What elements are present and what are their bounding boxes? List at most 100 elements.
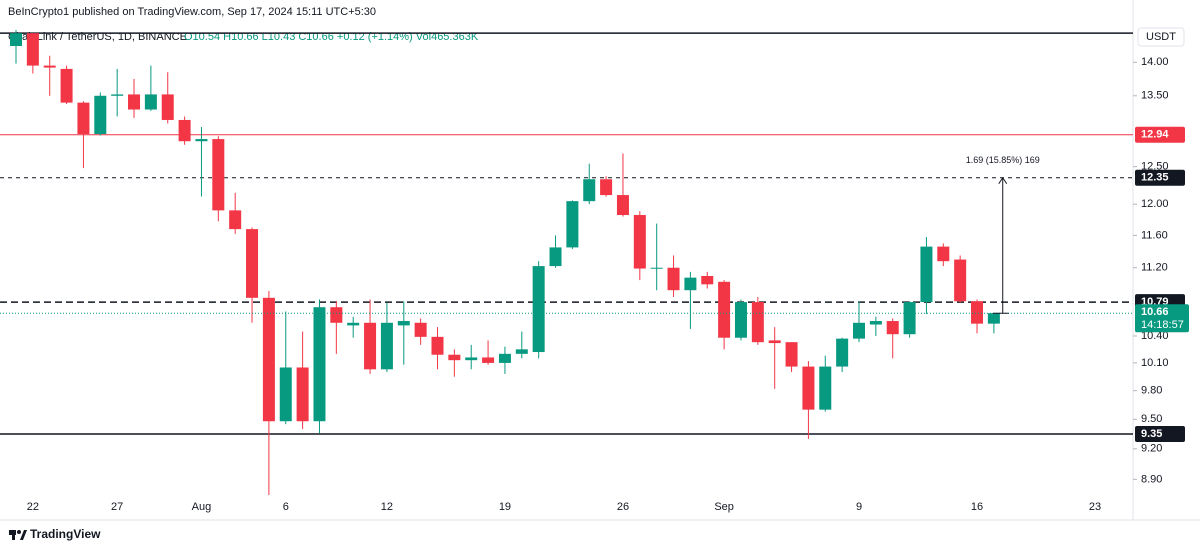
y-tick-label: 11.60 [1141, 229, 1168, 241]
candle-body [751, 302, 764, 343]
candle-body [802, 366, 815, 410]
y-tick-label: 13.50 [1141, 90, 1169, 102]
y-tick-label: 9.20 [1141, 443, 1162, 455]
candle-body [734, 302, 747, 338]
candle-body [836, 338, 849, 367]
candle-body [178, 119, 191, 142]
candle-body [262, 297, 275, 422]
x-tick-label: 16 [971, 501, 983, 513]
measure-label: 1.69 (15.85%) 169 [966, 155, 1040, 165]
y-tick-label: 14.00 [1141, 56, 1169, 68]
candle-body [94, 95, 107, 135]
candle-body [397, 321, 410, 326]
measure-arrow [998, 176, 1008, 185]
x-tick-label: Aug [192, 501, 212, 513]
candle-body [111, 94, 124, 96]
candle-body [212, 139, 225, 211]
candle-body [920, 246, 933, 303]
candle-body [987, 313, 1000, 324]
candle-body [937, 246, 950, 262]
brand-logo [9, 530, 27, 540]
candle-body [482, 357, 495, 363]
y-tick-label: 9.50 [1141, 413, 1162, 425]
x-tick-label: 26 [617, 501, 629, 513]
countdown: 14:18:57 [1141, 319, 1184, 331]
candle-body [869, 321, 882, 325]
publisher: BeInCrypto1 published on TradingView.com… [8, 6, 376, 18]
level-label: 9.35 [1141, 428, 1162, 440]
candle-body [532, 266, 545, 353]
x-tick-label: 6 [283, 501, 289, 513]
candle-body [60, 68, 73, 103]
level-label-box [1135, 126, 1185, 143]
last-price-box [1135, 304, 1189, 333]
candle-body [195, 139, 208, 142]
candle-body [616, 195, 629, 216]
candle-body [650, 267, 663, 269]
candle-body [347, 322, 360, 326]
candle-body [853, 322, 865, 339]
candle-body [128, 94, 141, 110]
candle-body [903, 302, 916, 335]
candle-body [10, 33, 22, 47]
x-tick-label: Sep [714, 501, 734, 513]
candle-body [768, 340, 781, 344]
level-label-box [1135, 425, 1185, 442]
currency-box [1137, 27, 1185, 47]
candle-body [161, 94, 174, 120]
x-tick-label: 23 [1089, 501, 1101, 513]
candle-body [431, 336, 444, 355]
candle-body [144, 94, 157, 110]
brand: TradingView [30, 527, 101, 541]
candle-body [701, 275, 714, 285]
candle-body [229, 210, 242, 230]
currency: USDT [1146, 31, 1176, 43]
candle-body [785, 342, 798, 367]
candle-body [364, 322, 377, 370]
candle-body [583, 179, 596, 202]
x-tick-label: 19 [499, 501, 511, 513]
candle-body [448, 354, 461, 361]
candle-body [886, 321, 899, 335]
candle-body [954, 259, 967, 302]
candle-body [684, 277, 697, 291]
y-tick-label: 10.10 [1141, 357, 1169, 369]
y-tick-label: 11.20 [1141, 262, 1168, 274]
candle-body [313, 307, 326, 422]
x-tick-label: 22 [27, 501, 39, 513]
candle-body [246, 229, 259, 298]
candle-body [330, 307, 343, 323]
y-tick-label: 9.80 [1141, 385, 1162, 397]
candle-body [633, 215, 646, 269]
candle-body [380, 322, 393, 370]
level-label: 12.94 [1141, 129, 1169, 141]
candle-body [718, 281, 731, 338]
candle-body [549, 247, 562, 267]
candle-body [465, 357, 478, 361]
level-label-box [1135, 169, 1185, 186]
x-tick-label: 12 [381, 501, 393, 513]
candle-body [515, 349, 528, 354]
candle-body [414, 322, 427, 337]
candle-body [77, 102, 90, 135]
candle-body [600, 179, 613, 196]
candle-body [971, 301, 984, 324]
candle-body [279, 367, 292, 422]
x-tick-label: 27 [111, 501, 123, 513]
x-tick-label: 9 [856, 501, 862, 513]
candle-body [296, 367, 309, 422]
candle-body [667, 267, 680, 291]
candle-body [566, 201, 579, 248]
candle-body [819, 366, 832, 410]
y-tick-label: 10.40 [1141, 330, 1169, 342]
candle-body [43, 65, 56, 68]
last-price: 10.66 [1141, 306, 1169, 318]
y-tick-label: 12.50 [1141, 161, 1169, 173]
level-label: 12.35 [1141, 172, 1169, 184]
y-tick-label: 12.00 [1141, 198, 1169, 210]
candle-body [26, 33, 39, 66]
candle-body [498, 353, 511, 363]
y-tick-label: 8.90 [1141, 473, 1162, 485]
